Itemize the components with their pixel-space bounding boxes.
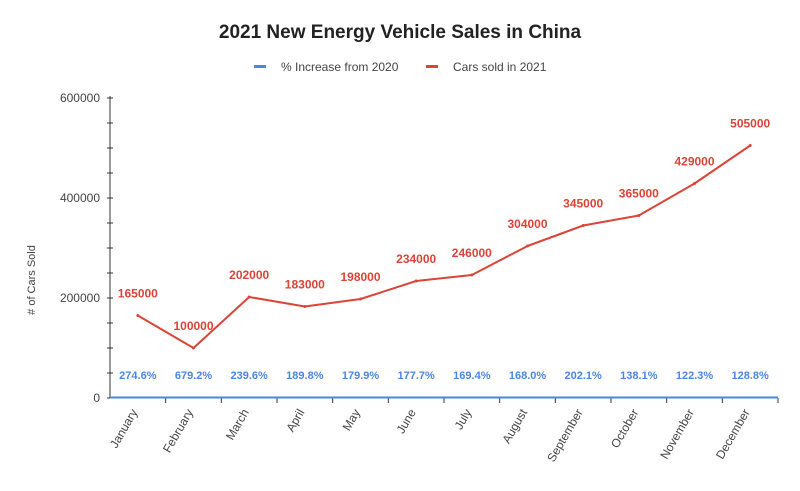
data-label-percent-increase: 169.4% <box>453 370 491 382</box>
data-point-cars-sold <box>581 224 585 227</box>
x-tick-label: September <box>544 407 585 465</box>
data-label-cars-sold: 165000 <box>118 287 158 301</box>
data-label-cars-sold: 198000 <box>340 270 380 284</box>
data-label-percent-increase: 177.7% <box>398 370 436 382</box>
data-label-percent-increase: 202.1% <box>565 370 603 382</box>
data-point-cars-sold <box>303 305 307 308</box>
data-label-cars-sold: 365000 <box>619 187 659 201</box>
data-label-cars-sold: 100000 <box>173 319 213 333</box>
x-tick-label: March <box>223 407 252 443</box>
y-tick-label: 0 <box>93 391 100 405</box>
legend: % Increase from 2020 Cars sold in 2021 <box>254 60 547 74</box>
data-point-cars-sold <box>693 182 696 185</box>
x-tick-label: June <box>394 406 419 436</box>
data-label-percent-increase: 128.8% <box>732 370 770 382</box>
x-tick-label: December <box>713 407 753 462</box>
chart-title: 2021 New Energy Vehicle Sales in China <box>219 22 582 43</box>
data-label-percent-increase: 138.1% <box>620 370 658 382</box>
data-label-percent-increase: 179.9% <box>342 370 380 382</box>
x-axis-ticks: January February March April May June July Augu… <box>107 398 779 465</box>
axes <box>107 96 778 399</box>
data-label-cars-sold: 429000 <box>674 155 714 169</box>
data-point-cars-sold <box>637 214 641 217</box>
data-label-cars-sold: 505000 <box>730 117 770 131</box>
data-point-cars-sold <box>247 295 251 299</box>
series-layer: 274.6% 679.2% 239.6% 189.8% 179.9% 177.7% 169.… <box>110 117 778 399</box>
legend-item-cars-sold: Cars sold in 2021 <box>426 60 547 74</box>
data-label-cars-sold: 234000 <box>396 252 436 266</box>
series-line-cars-sold <box>137 144 751 349</box>
data-point-cars-sold <box>526 244 529 248</box>
legend-label-percent-increase: % Increase from 2020 <box>281 60 399 74</box>
y-axis-label: # of Cars Sold <box>26 245 38 315</box>
y-tick-label: 200000 <box>60 291 100 305</box>
legend-swatch-percent-increase <box>254 65 266 68</box>
x-tick-label: May <box>340 407 363 434</box>
legend-swatch-cars-sold <box>426 65 438 68</box>
x-tick-label: July <box>452 407 475 432</box>
data-label-cars-sold: 183000 <box>285 278 325 292</box>
data-label-percent-increase: 239.6% <box>231 370 269 382</box>
data-label-cars-sold: 345000 <box>563 197 603 211</box>
data-point-cars-sold <box>359 297 362 301</box>
x-tick-label: April <box>283 407 307 435</box>
y-tick-label: 600000 <box>60 91 100 105</box>
x-tick-label: January <box>107 407 140 451</box>
x-tick-label: October <box>608 406 641 450</box>
data-label-cars-sold: 246000 <box>452 246 492 260</box>
data-label-percent-increase: 122.3% <box>676 370 714 382</box>
x-tick-label: February <box>160 407 196 456</box>
y-axis-ticks: 0 200000 400000 600000 <box>60 91 100 405</box>
legend-label-cars-sold: Cars sold in 2021 <box>453 60 547 74</box>
data-point-cars-sold <box>136 314 140 317</box>
data-label-percent-increase: 168.0% <box>509 370 547 382</box>
x-tick-label: August <box>499 406 530 446</box>
y-tick-label: 400000 <box>60 191 100 205</box>
data-label-percent-increase: 274.6% <box>119 370 157 382</box>
data-point-cars-sold <box>748 144 752 147</box>
data-label-percent-increase: 189.8% <box>286 370 324 382</box>
data-point-cars-sold <box>414 279 418 283</box>
data-label-percent-increase: 679.2% <box>175 370 213 382</box>
data-point-cars-sold <box>470 273 474 277</box>
data-label-cars-sold: 202000 <box>229 268 269 282</box>
legend-item-percent-increase: % Increase from 2020 <box>254 60 399 74</box>
data-label-cars-sold: 304000 <box>507 217 547 231</box>
data-point-cars-sold <box>192 346 195 350</box>
x-tick-label: November <box>657 407 697 462</box>
